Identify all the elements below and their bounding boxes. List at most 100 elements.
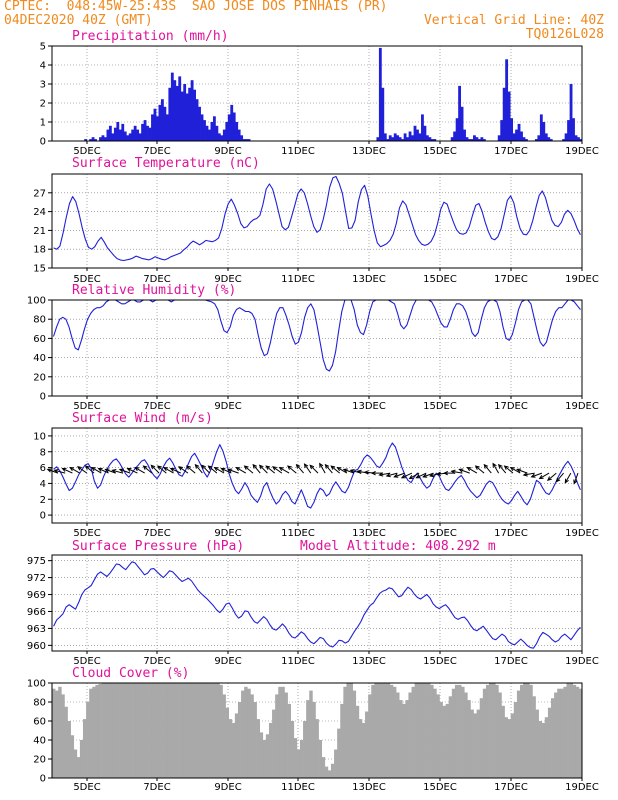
plot-frame — [51, 173, 583, 269]
bar — [475, 137, 479, 141]
bar — [116, 122, 120, 141]
bar — [473, 135, 476, 141]
bar — [132, 683, 137, 778]
wind-arrow — [393, 472, 405, 478]
y-tick-label: 24 — [33, 207, 46, 218]
x-tick-label: 15DEC — [423, 782, 457, 793]
y-tick-label: 0 — [40, 774, 46, 785]
bar — [281, 686, 285, 778]
bar — [515, 129, 518, 141]
bar — [324, 766, 329, 778]
x-tick-label: 19DEC — [565, 782, 599, 793]
wind-arrow — [336, 467, 348, 474]
bar — [562, 139, 566, 141]
bar — [411, 135, 414, 141]
x-tick-label: 13DEC — [352, 274, 386, 285]
bar — [120, 683, 124, 778]
bar — [544, 133, 548, 141]
y-tick-label: 80 — [33, 315, 46, 326]
bar — [468, 139, 471, 141]
bar — [455, 118, 459, 141]
x-tick-label: 15DEC — [423, 656, 457, 667]
panel-title: Relative Humidity (%) — [72, 283, 236, 298]
wind-arrow — [287, 465, 297, 474]
bar — [406, 137, 409, 141]
bar — [278, 686, 282, 778]
bar — [411, 686, 415, 778]
x-tick-label: 5DEC — [73, 274, 100, 285]
bar — [212, 116, 216, 141]
bar — [95, 684, 99, 778]
bar — [505, 59, 509, 141]
bar — [482, 688, 487, 778]
y-tick-label: 18 — [33, 245, 46, 256]
bar — [337, 728, 341, 778]
bar — [465, 137, 469, 141]
bar — [141, 683, 146, 778]
x-tick-label: 9DEC — [214, 782, 241, 793]
x-tick-label: 5DEC — [73, 146, 100, 157]
wind-arrow — [330, 465, 341, 474]
bar — [200, 114, 204, 141]
x-tick-label: 11DEC — [281, 528, 315, 539]
bar — [327, 770, 332, 778]
bar — [523, 683, 527, 778]
y-tick-label: 6 — [40, 463, 46, 474]
bar — [287, 703, 292, 778]
bar — [423, 125, 427, 141]
bar — [544, 717, 549, 778]
bar — [163, 106, 167, 141]
x-tick-label: 19DEC — [565, 528, 599, 539]
bar — [290, 721, 295, 778]
wind-arrow — [76, 466, 88, 474]
wind-arrow — [61, 467, 73, 474]
bar — [217, 133, 221, 141]
bar — [138, 683, 143, 778]
bar — [445, 703, 450, 778]
bar — [92, 686, 96, 778]
bar — [535, 709, 539, 778]
wind-arrow — [134, 467, 145, 474]
bar — [70, 735, 75, 778]
bar — [539, 114, 543, 141]
bar — [113, 683, 118, 778]
wind-arrow — [573, 472, 579, 485]
bar — [461, 686, 465, 778]
bar — [315, 719, 319, 778]
bar — [82, 719, 87, 778]
bar — [567, 120, 570, 141]
bar — [458, 85, 461, 141]
bar — [340, 703, 344, 778]
bar — [216, 683, 220, 778]
bar — [485, 684, 490, 778]
y-tick-label: 40 — [33, 736, 46, 747]
y-tick-label: 0 — [40, 137, 46, 148]
bar — [165, 114, 169, 141]
x-tick-label: 13DEC — [352, 401, 386, 412]
wind-arrow — [258, 464, 268, 474]
wind-arrow — [243, 465, 254, 474]
bar — [321, 757, 326, 778]
x-tick-label: 5DEC — [73, 401, 100, 412]
bar — [58, 686, 62, 778]
wind-arrow — [319, 462, 326, 474]
bar — [185, 93, 189, 141]
bar — [61, 694, 65, 778]
bar — [158, 104, 162, 141]
bar — [237, 129, 241, 141]
bar — [504, 717, 508, 778]
bar — [460, 106, 464, 141]
bar — [111, 133, 115, 141]
series-line — [53, 175, 581, 262]
wind-arrow — [309, 464, 319, 474]
bar — [101, 683, 106, 778]
wind-arrow — [265, 465, 276, 474]
bar — [497, 135, 501, 141]
bar — [381, 87, 385, 141]
wind-arrow — [370, 470, 383, 476]
wind-arrow — [555, 472, 564, 483]
bar — [175, 683, 180, 778]
bar — [73, 749, 78, 778]
wind-arrow — [69, 467, 80, 474]
x-tick-label: 13DEC — [352, 656, 386, 667]
